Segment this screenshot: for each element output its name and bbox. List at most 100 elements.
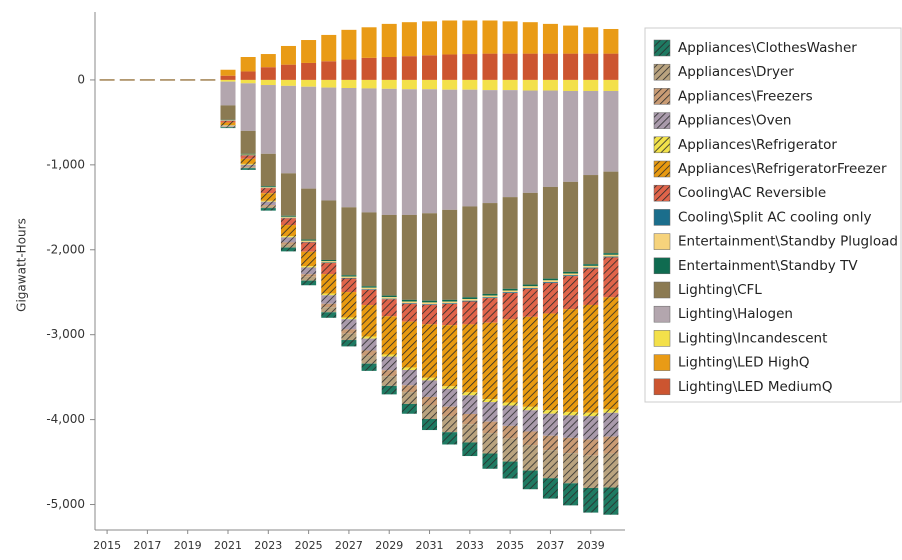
bar-segment bbox=[503, 291, 518, 293]
bar-segment bbox=[543, 436, 558, 450]
bar-segment bbox=[462, 301, 477, 302]
bar-segment bbox=[523, 410, 538, 431]
legend-label: Appliances\Freezers bbox=[678, 88, 813, 104]
bar-segment bbox=[341, 318, 356, 320]
bar-segment bbox=[321, 80, 336, 88]
bar-segment bbox=[563, 309, 578, 412]
bar-segment bbox=[382, 57, 397, 80]
bar-segment bbox=[543, 283, 558, 314]
x-tick-label: 2037 bbox=[536, 539, 564, 552]
bar-segment bbox=[442, 432, 457, 444]
bar-segment bbox=[462, 297, 477, 299]
bar-segment bbox=[321, 260, 336, 261]
bar-segment bbox=[442, 304, 457, 325]
bar-segment bbox=[583, 80, 598, 91]
bar-segment bbox=[563, 483, 578, 505]
y-tick-label: -3,000 bbox=[46, 327, 85, 341]
bar-segment bbox=[382, 357, 397, 371]
bar-segment bbox=[321, 263, 336, 274]
bar-segment bbox=[341, 60, 356, 80]
bar-segment bbox=[523, 445, 538, 470]
bar-segment bbox=[543, 280, 558, 282]
bar-segment bbox=[543, 313, 558, 410]
bar-segment bbox=[301, 274, 316, 277]
bar-segment bbox=[382, 386, 397, 394]
bar-segment bbox=[603, 172, 618, 254]
bar-segment bbox=[382, 215, 397, 296]
bar-segment bbox=[321, 295, 336, 303]
bar-segment bbox=[543, 80, 558, 91]
bar-segment bbox=[281, 80, 296, 86]
bar-segment bbox=[563, 54, 578, 80]
bar-segment bbox=[442, 407, 457, 416]
bar-segment bbox=[241, 168, 256, 170]
legend-label: Cooling\AC Reversible bbox=[678, 185, 826, 201]
bar-segment bbox=[563, 453, 578, 483]
bar-segment bbox=[301, 267, 316, 274]
bar-segment bbox=[503, 319, 518, 402]
bar-segment bbox=[402, 300, 417, 302]
bar-segment bbox=[503, 406, 518, 426]
bar-segment bbox=[563, 91, 578, 182]
bar-segment bbox=[261, 193, 276, 201]
bar-segment bbox=[462, 80, 477, 90]
bar-segment bbox=[241, 154, 256, 155]
bar-segment bbox=[301, 189, 316, 240]
bar-segment bbox=[261, 80, 276, 85]
bar-segment bbox=[603, 80, 618, 91]
bar-segment bbox=[583, 175, 598, 264]
bar-segment bbox=[422, 301, 437, 303]
legend-swatch bbox=[654, 355, 670, 371]
bar-segment bbox=[422, 405, 437, 419]
bar-segment bbox=[442, 80, 457, 90]
y-tick-label: -2,000 bbox=[46, 242, 85, 256]
bar-segment bbox=[543, 279, 558, 281]
bar-segment bbox=[221, 121, 236, 123]
bar-segment bbox=[321, 88, 336, 201]
bar-segment bbox=[603, 253, 618, 255]
bar-segment bbox=[603, 454, 618, 488]
bar-segment bbox=[442, 303, 457, 304]
bar-segment bbox=[301, 80, 316, 87]
bar-segment bbox=[523, 407, 538, 410]
bar-segment bbox=[382, 80, 397, 89]
bar-segment bbox=[261, 85, 276, 154]
bar-segment bbox=[523, 80, 538, 91]
x-tick-label: 2021 bbox=[214, 539, 242, 552]
x-tick-label: 2031 bbox=[416, 539, 444, 552]
bar-segment bbox=[301, 63, 316, 80]
bar-segment bbox=[241, 80, 256, 83]
bar-segment bbox=[503, 403, 518, 406]
bar-segment bbox=[603, 91, 618, 172]
bar-segment bbox=[341, 80, 356, 88]
bar-segment bbox=[482, 203, 497, 294]
bar-segment bbox=[563, 182, 578, 272]
bar-segment bbox=[402, 370, 417, 385]
bar-segment bbox=[462, 424, 477, 442]
bar-segment bbox=[462, 301, 477, 324]
bar-segment bbox=[422, 213, 437, 300]
legend-label: Lighting\CFL bbox=[678, 282, 762, 298]
bar-segment bbox=[321, 61, 336, 80]
bar-segment bbox=[261, 54, 276, 67]
bar-segment bbox=[402, 89, 417, 215]
bar-segment bbox=[362, 212, 377, 286]
bar-segment bbox=[362, 364, 377, 371]
legend-swatch bbox=[654, 330, 670, 346]
bar-segment bbox=[442, 90, 457, 210]
bar-segment bbox=[422, 380, 437, 397]
bar-segment bbox=[442, 386, 457, 389]
bar-segment bbox=[462, 20, 477, 54]
y-tick-label: -5,000 bbox=[46, 497, 85, 511]
legend-swatch bbox=[654, 64, 670, 80]
bar-segment bbox=[301, 40, 316, 63]
bar-segment bbox=[402, 392, 417, 404]
bar-segment bbox=[482, 453, 497, 468]
bar-segment bbox=[482, 422, 497, 433]
bar-segment bbox=[422, 55, 437, 80]
legend-label: Lighting\LED HighQ bbox=[678, 355, 810, 371]
bar-segment bbox=[362, 350, 377, 355]
x-tick-label: 2029 bbox=[375, 539, 403, 552]
legend-swatch bbox=[654, 185, 670, 201]
